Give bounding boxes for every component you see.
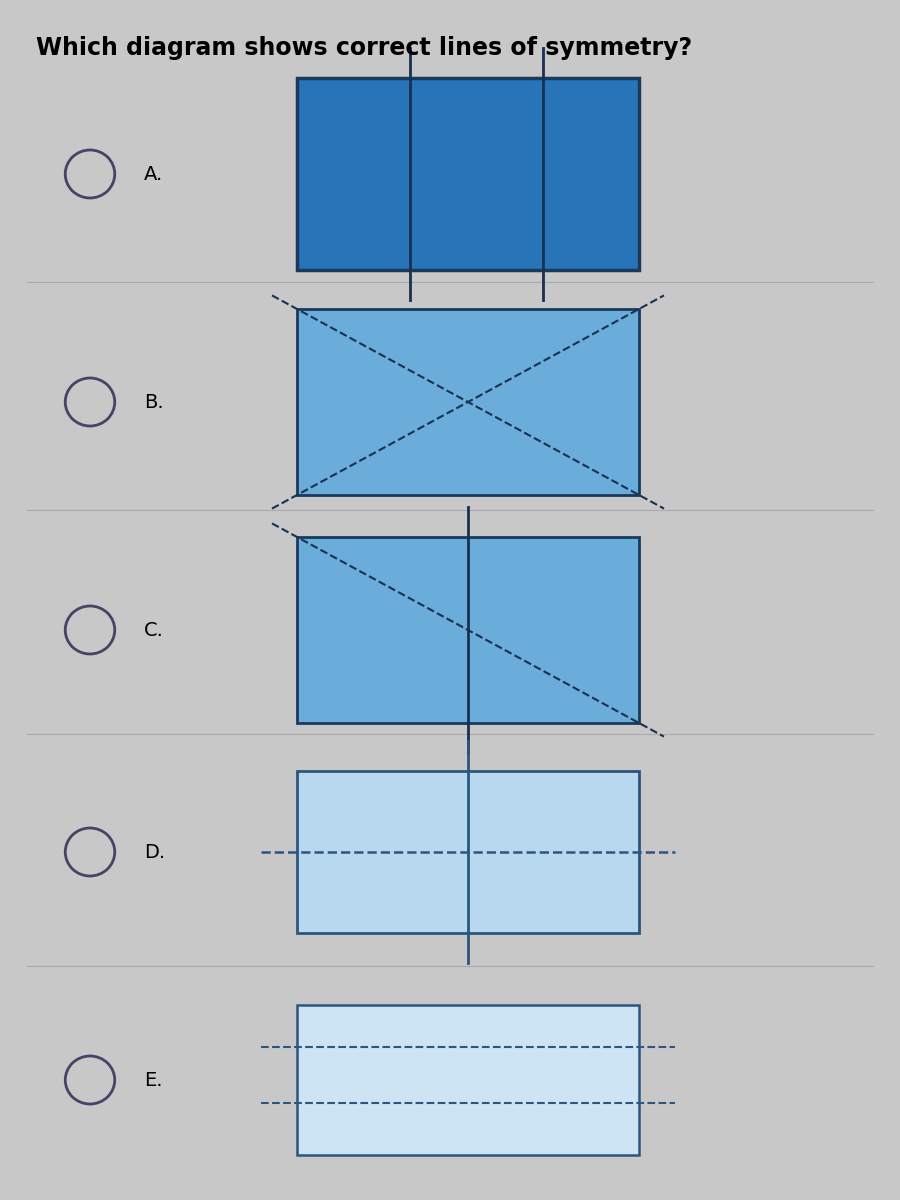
Text: Which diagram shows correct lines of symmetry?: Which diagram shows correct lines of sym… [36, 36, 692, 60]
Bar [297, 538, 639, 722]
Text: E.: E. [144, 1070, 163, 1090]
Text: B.: B. [144, 392, 164, 412]
Bar [297, 78, 639, 270]
Bar [297, 308, 639, 494]
Text: C.: C. [144, 620, 164, 640]
Bar [297, 1006, 639, 1154]
Text: D.: D. [144, 842, 165, 862]
Text: A.: A. [144, 164, 163, 184]
Bar [297, 772, 639, 934]
